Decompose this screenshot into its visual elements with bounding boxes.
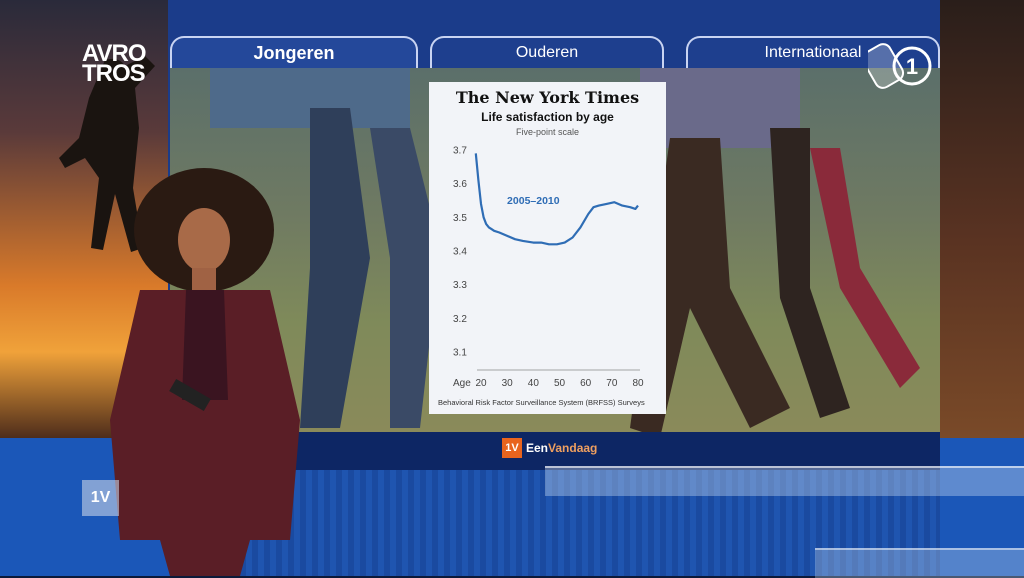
floor-screen-right [940,438,1024,576]
program-name: EenVandaag [526,441,597,455]
y-tick-label: 3.5 [453,213,467,224]
tab-label: Ouderen [515,44,579,61]
svg-text:1: 1 [906,54,918,79]
y-tick-label: 3.4 [453,247,467,258]
line-chart: 3.1 3.2 3.3 3.4 3.5 3.6 3.7 Age 20 30 40 50 60 70 80 20… [453,146,644,390]
chart-source: Behavioral Risk Factor Surveillance Syst… [438,398,645,407]
chart-title: Life satisfaction by age [481,110,614,124]
avrotros-logo: AVRO TROS [82,40,147,87]
publisher-logo: The New York Times [455,88,640,107]
jumping-silhouette [59,56,155,252]
x-axis-label: Age [453,378,471,389]
program-badge: 1V [502,438,522,458]
npo-1-logo: 1 [868,43,932,89]
tab-ouderen[interactable]: Ouderen [430,36,664,68]
logo-line: TROS [82,60,146,87]
logo-line: AVRO [82,40,147,67]
tab-label: Internationaal [764,44,862,61]
x-tick-label: 20 [475,378,487,389]
series-line [474,153,639,246]
program-name-part1: Een [526,441,549,455]
glass-desk-front [815,548,1024,578]
series-annotation: 2005–2010 [507,195,560,207]
y-tick-label: 3.2 [453,314,467,325]
y-tick-label: 3.3 [453,280,467,291]
chart-card: The New York Times Life satisfaction by … [429,82,666,414]
tab-jongeren[interactable]: Jongeren [170,36,418,68]
tab-label: Jongeren [253,42,335,63]
x-tick-label: 50 [554,378,566,389]
x-tick-label: 60 [580,378,592,389]
y-tick-label: 3.6 [453,179,467,190]
glass-desk [545,466,1024,496]
x-tick-label: 80 [632,378,644,389]
chart-subtitle: Five-point scale [515,127,580,137]
side-panel [940,0,1024,440]
y-tick-label: 3.7 [453,146,467,157]
program-logo: 1V EenVandaag [502,438,597,458]
x-tick-label: 40 [528,378,540,389]
y-tick-label: 3.1 [453,348,467,359]
x-tick-label: 30 [502,378,514,389]
presenter [110,168,300,576]
program-name-part2: Vandaag [548,441,598,455]
x-tick-label: 70 [606,378,618,389]
watermark-badge: 1V [82,480,119,516]
